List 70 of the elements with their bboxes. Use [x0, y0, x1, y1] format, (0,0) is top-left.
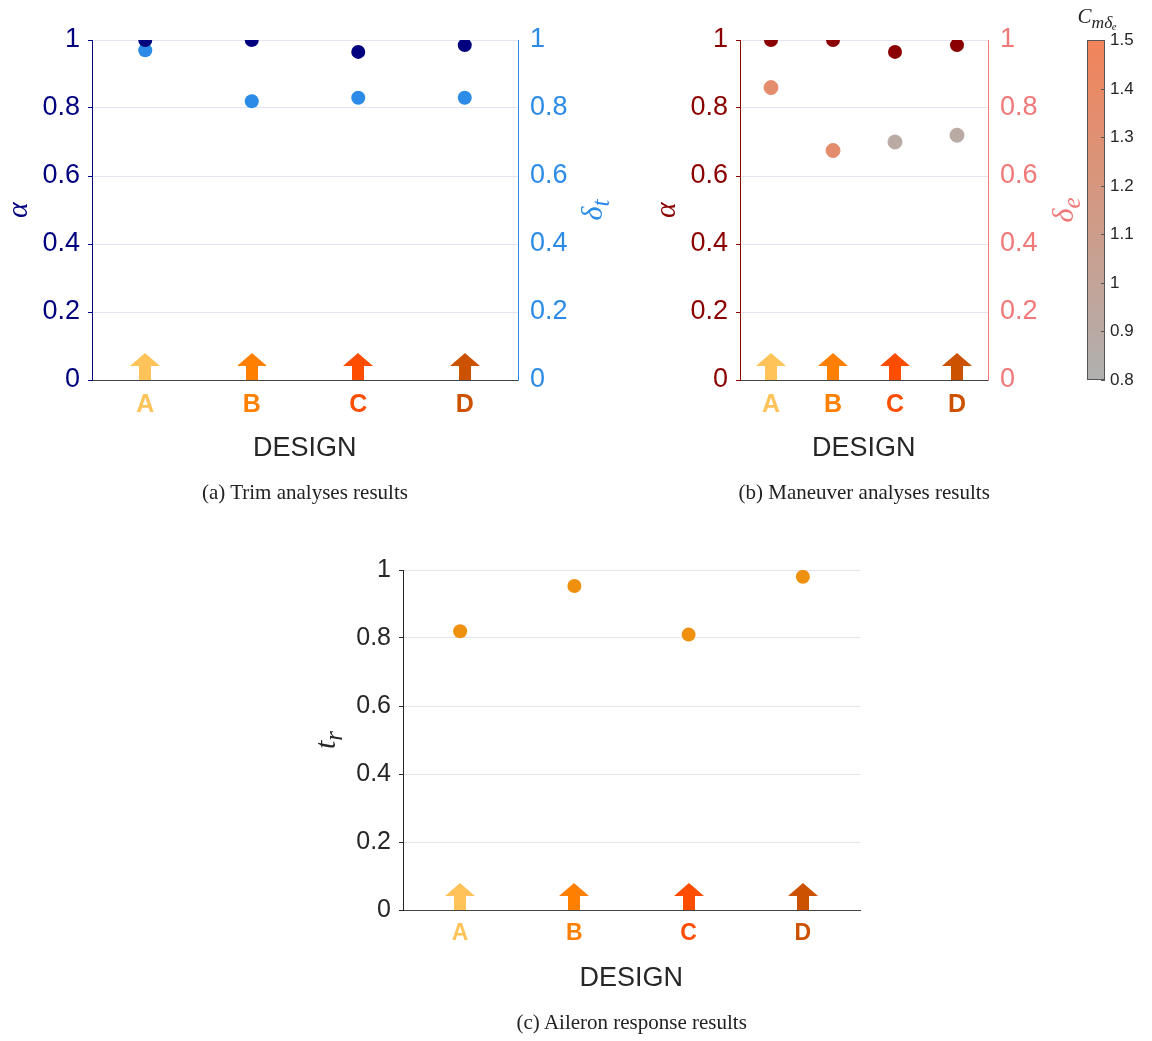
- text: (c) Aileron response results: [516, 1009, 747, 1035]
- y2-tick-label: 0.2: [530, 295, 568, 326]
- y-tick-label: 0.2: [356, 825, 391, 854]
- y2-tick-label: 0: [1000, 363, 1016, 394]
- y-tick-label: 0.8: [690, 91, 728, 122]
- point: [567, 578, 582, 593]
- color-bar-label: 1.5: [1110, 30, 1134, 50]
- x-tick-label: B: [242, 388, 261, 417]
- x-tick-label: D: [947, 388, 967, 417]
- x-tick-label: D: [455, 388, 474, 417]
- color-bar-label: 1: [1110, 272, 1120, 293]
- y-tick-label: 0.6: [356, 689, 391, 718]
- y-tick-label: 1: [377, 553, 391, 582]
- y2-tick-label: 0.6: [530, 159, 568, 190]
- x-tick-label: D: [794, 919, 812, 946]
- x-tick-label: C: [680, 919, 697, 946]
- y-tick-label: 0.4: [42, 227, 80, 258]
- y2-tick-label: 0: [530, 363, 546, 394]
- x-tick-label: A: [761, 388, 781, 417]
- x-axis-title: DESIGN: [579, 961, 684, 993]
- x-tick-label: B: [823, 388, 843, 417]
- color-bar-title: C$_{mδₑ}$: [1077, 3, 1117, 32]
- color-bar-label: 1.4: [1110, 78, 1134, 99]
- y2-tick-label: 1: [1000, 23, 1016, 54]
- x-tick-label: A: [451, 919, 469, 946]
- y2-tick-label: 0.2: [1000, 295, 1038, 326]
- x-axis-title: DESIGN: [812, 431, 916, 463]
- y-axis-title: α: [647, 202, 682, 218]
- color-bar-label: 1.2: [1110, 175, 1134, 196]
- point: [949, 127, 965, 143]
- point: [457, 90, 472, 105]
- x-axis-title: DESIGN: [253, 431, 357, 463]
- y-tick-label: 0.2: [690, 295, 728, 326]
- text: (a) Trim analyses results: [202, 479, 408, 505]
- y-tick-label: 0.4: [356, 757, 392, 786]
- y-tick-label: 0.8: [42, 91, 80, 122]
- point: [244, 94, 259, 109]
- y-tick-label: 1: [712, 23, 728, 54]
- y2-tick-label: 0.8: [1000, 91, 1038, 122]
- y-tick-label: 0: [377, 893, 391, 922]
- point: [825, 143, 841, 158]
- point: [453, 624, 468, 639]
- y2-tick-label: 0.4: [1000, 227, 1038, 258]
- color-bar-label: 1.1: [1110, 224, 1134, 245]
- x-tick-label: B: [566, 919, 583, 946]
- color-bar-label: 1.3: [1110, 127, 1134, 148]
- y-tick-label: 0.8: [356, 621, 391, 650]
- y2-tick-label: 0.8: [530, 91, 568, 122]
- point: [763, 80, 779, 96]
- point: [351, 90, 366, 105]
- y-tick-label: 0: [64, 363, 80, 394]
- y-tick-label: 0.6: [42, 159, 80, 190]
- x-tick-label: C: [885, 388, 905, 417]
- y2-tick-label: 0.4: [530, 227, 568, 258]
- point: [795, 570, 810, 584]
- color-bar-label: 0.8: [1110, 370, 1134, 390]
- text: (b) Maneuver analyses results: [738, 479, 990, 505]
- y-tick-label: 0: [712, 363, 728, 394]
- point: [887, 134, 903, 150]
- x-tick-label: A: [136, 388, 155, 417]
- y-tick-label: 0.6: [690, 159, 728, 190]
- y2-tick-label: 1: [530, 23, 546, 54]
- x-tick-label: C: [349, 388, 368, 417]
- y-axis-title: α: [0, 202, 34, 218]
- y-tick-label: 0.4: [690, 227, 728, 258]
- y2-tick-label: 0.6: [1000, 159, 1038, 190]
- y-tick-label: 1: [64, 23, 80, 54]
- color-bar-label: 0.9: [1110, 321, 1134, 342]
- point: [681, 627, 696, 642]
- y-tick-label: 0.2: [42, 295, 80, 326]
